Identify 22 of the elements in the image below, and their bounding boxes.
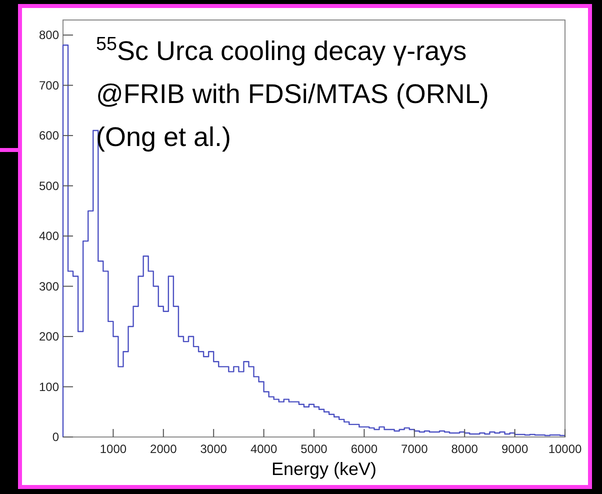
y-tick-label: 800: [38, 28, 60, 42]
y-tick-label: 100: [38, 380, 60, 394]
x-tick-label: 8000: [451, 442, 478, 456]
y-tick-label: 400: [38, 229, 60, 244]
y-tick-label: 0: [52, 430, 60, 444]
annotation: $^{55}$Sc Urca cooling decay γ-rays: [96, 34, 467, 66]
x-tick-label: 4000: [250, 442, 278, 456]
x-tick-label: 7000: [401, 442, 428, 456]
y-tick-label: 500: [38, 178, 60, 193]
x-tick-label: 3000: [200, 442, 228, 456]
y-tick-label: 200: [38, 330, 60, 344]
x-tick-label: 9000: [501, 442, 528, 456]
x-tick-label: 10000: [548, 442, 582, 456]
x-tick-label: 6000: [350, 442, 378, 456]
x-tick-label: 2000: [150, 442, 178, 456]
x-tick-label: 5000: [300, 442, 328, 456]
y-tick-label: 600: [38, 128, 60, 143]
x-tick-label: 1000: [100, 442, 127, 456]
y-tick-label: 700: [38, 78, 60, 92]
annotation: @FRIB with FDSi/MTAS (ORNL): [96, 79, 489, 109]
y-tick-label: 300: [38, 279, 60, 294]
x-axis-title: Energy (keV): [271, 459, 377, 479]
